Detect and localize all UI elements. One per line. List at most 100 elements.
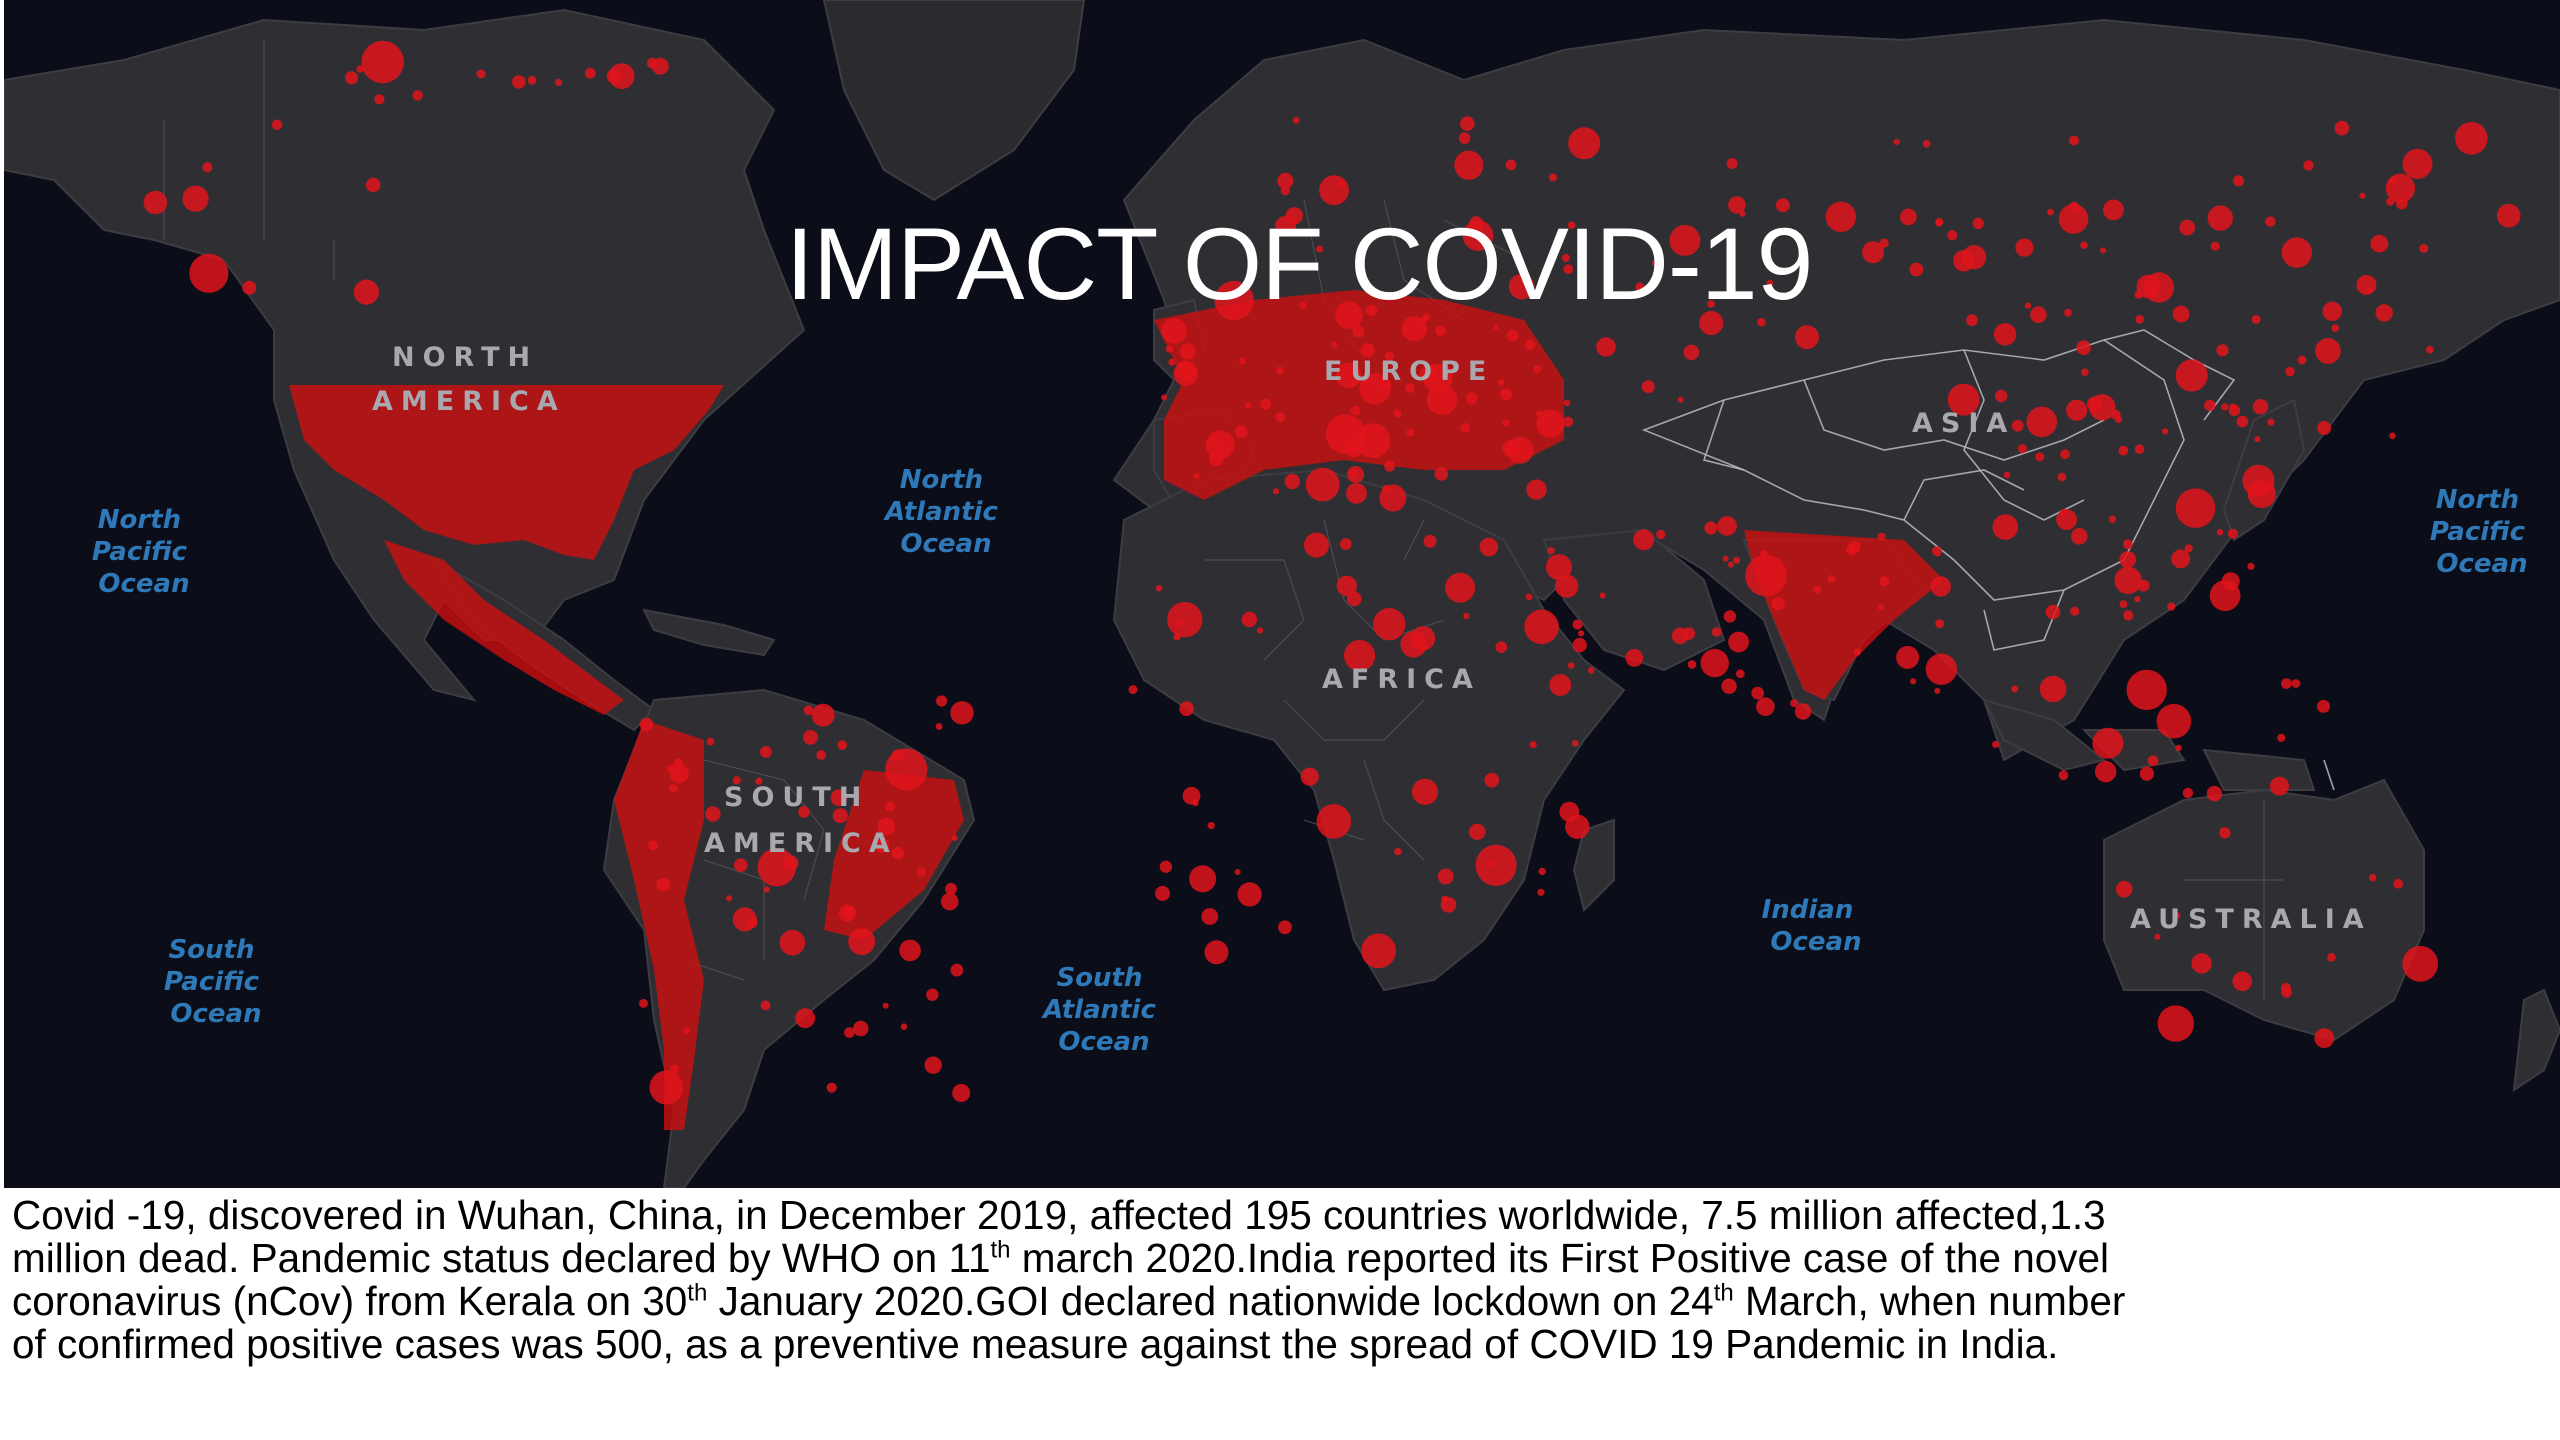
madagascar-landmass xyxy=(1572,818,1615,912)
case-dot xyxy=(1775,198,1790,213)
case-dot xyxy=(1350,405,1361,416)
case-dot xyxy=(1336,575,1358,596)
case-dot xyxy=(1827,574,1836,583)
case-dot xyxy=(1165,345,1174,353)
case-dot xyxy=(2030,306,2047,324)
case-dot xyxy=(1587,667,1595,674)
case-dot xyxy=(1536,409,1565,438)
caption-sup-11th: th xyxy=(990,1236,1011,1264)
case-dot xyxy=(648,840,659,851)
case-dot xyxy=(1401,316,1427,342)
case-dot xyxy=(1853,648,1862,656)
case-dot xyxy=(1930,576,1951,597)
case-dot xyxy=(2011,419,2024,432)
case-dot xyxy=(803,705,814,716)
caption-line-1: Covid -19, discovered in Wuhan, China, i… xyxy=(12,1192,2106,1238)
case-dot xyxy=(2207,205,2233,231)
case-dot xyxy=(683,1027,690,1034)
case-dot xyxy=(1276,366,1284,375)
case-dot xyxy=(2322,301,2342,321)
case-dot xyxy=(1733,556,1741,564)
case-dot xyxy=(1505,159,1517,171)
case-dot xyxy=(1484,772,1500,788)
case-dot xyxy=(2157,1005,2194,1042)
case-dot xyxy=(1947,230,1958,241)
case-dot xyxy=(1567,221,1576,230)
ocean-label-indian: Indian Ocean xyxy=(1762,895,1863,957)
case-dot xyxy=(1726,158,1738,169)
case-dot xyxy=(345,71,359,85)
case-dot xyxy=(1562,416,1574,427)
case-dot xyxy=(1234,869,1241,875)
case-dot xyxy=(830,789,848,807)
case-dot xyxy=(1168,358,1176,366)
case-dot xyxy=(2045,604,2061,620)
case-dot xyxy=(2154,933,2161,940)
case-dot xyxy=(1319,175,1349,206)
continent-labels: NORTH AMERICA EUROPE ASIA AFRICA SOUTH A… xyxy=(372,342,2364,935)
case-dot xyxy=(2173,912,2181,919)
case-dot xyxy=(1434,467,1449,481)
case-dot xyxy=(848,928,876,956)
ocean-labels: North Pacific Ocean North Atlantic Ocean… xyxy=(92,465,2528,1057)
case-dot xyxy=(584,67,596,79)
case-dot xyxy=(1687,660,1697,669)
case-dot xyxy=(2011,685,2019,693)
ocean-label-south-atlantic: South Atlantic Ocean xyxy=(1041,963,1165,1057)
case-dot xyxy=(1234,425,1248,438)
caption-line-4: of confirmed positive cases was 500, as … xyxy=(12,1321,2059,1367)
case-dot xyxy=(2172,305,2190,323)
case-dot xyxy=(1846,543,1858,556)
case-dot xyxy=(1441,895,1449,903)
case-dot xyxy=(2135,315,2144,324)
case-dot xyxy=(1529,741,1537,749)
case-dot xyxy=(779,929,806,956)
case-dot xyxy=(885,748,928,791)
case-dot xyxy=(1532,364,1542,374)
case-dot xyxy=(1563,264,1574,274)
case-dot xyxy=(2184,544,2193,553)
case-dot xyxy=(1565,814,1590,839)
case-dot xyxy=(1934,687,1941,694)
ocean-label-north-atlantic: North Atlantic Ocean xyxy=(883,465,1007,559)
case-dot xyxy=(1344,640,1376,672)
case-dot xyxy=(1340,538,1352,550)
case-dot xyxy=(2385,173,2415,203)
case-dot xyxy=(1683,344,1700,361)
case-dot xyxy=(2317,699,2330,713)
case-dot xyxy=(2092,727,2124,759)
case-dot xyxy=(1641,380,1655,394)
case-dot xyxy=(2147,755,2159,766)
case-dot xyxy=(726,895,733,902)
case-dot xyxy=(2110,409,2121,420)
case-dot xyxy=(2115,880,2133,898)
case-dot xyxy=(1723,610,1737,623)
case-dot xyxy=(1728,196,1746,214)
case-dot xyxy=(2039,675,2067,703)
case-dot xyxy=(2057,472,2067,482)
case-dot xyxy=(651,57,669,75)
case-dot xyxy=(1256,627,1264,634)
case-dot xyxy=(2056,509,2078,530)
case-dot xyxy=(1993,323,2017,346)
case-dot xyxy=(2204,399,2216,412)
case-dot xyxy=(2126,669,2167,711)
case-dot xyxy=(755,777,763,785)
case-dot xyxy=(1771,596,1785,611)
case-dot xyxy=(1909,262,1924,277)
caribbean-islands xyxy=(642,608,776,657)
case-dot xyxy=(1460,116,1475,131)
case-dot xyxy=(705,806,721,822)
case-dot xyxy=(1161,318,1188,344)
case-dot xyxy=(1277,172,1294,189)
case-dot xyxy=(1877,532,1886,541)
case-dot xyxy=(1335,301,1363,329)
case-dot xyxy=(2081,368,2089,377)
label-asia: ASIA xyxy=(1912,408,2015,439)
case-dot xyxy=(747,917,758,928)
case-dot xyxy=(1728,631,1749,653)
case-dot xyxy=(1561,253,1570,262)
case-dot xyxy=(1394,847,1402,856)
case-dot xyxy=(1635,282,1645,292)
